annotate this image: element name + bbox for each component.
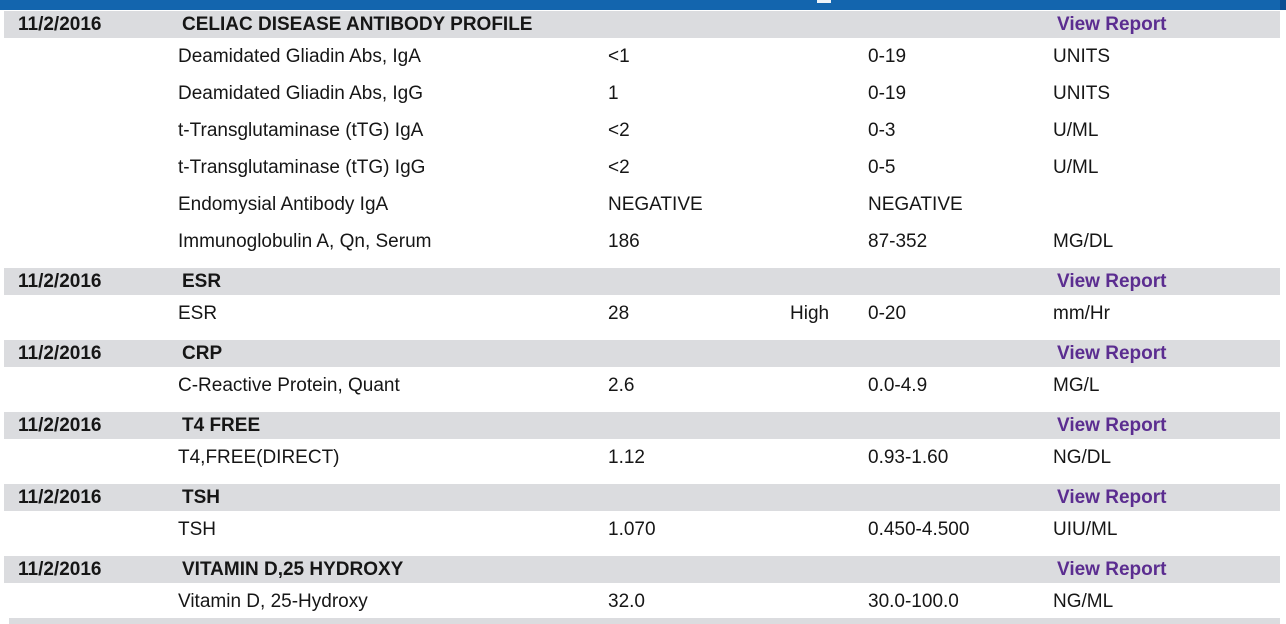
- panel-name: VITAMIN D,25 HYDROXY: [182, 558, 404, 580]
- panel-tests: C-Reactive Protein, Quant 2.6 0.0-4.9 MG…: [0, 367, 1286, 404]
- panel-header-row: 11/2/2016 ESR View Report: [4, 268, 1280, 295]
- test-units: MG/DL: [1053, 230, 1114, 252]
- test-value: 1.070: [608, 518, 656, 540]
- panel-name: CELIAC DISEASE ANTIBODY PROFILE: [182, 13, 533, 35]
- test-name: Immunoglobulin A, Qn, Serum: [178, 230, 432, 252]
- reference-range: 0-19: [868, 82, 907, 104]
- test-value: NEGATIVE: [608, 193, 703, 215]
- test-value: <2: [608, 156, 630, 178]
- reference-range: 0-3: [868, 119, 896, 141]
- test-units: UNITS: [1053, 82, 1110, 104]
- view-report-link[interactable]: View Report: [1057, 486, 1167, 508]
- result-section: 11/2/2016 T4 FREE View Report T4,FREE(DI…: [0, 412, 1286, 476]
- view-report-link[interactable]: View Report: [1057, 270, 1167, 292]
- next-section-row-partial: [9, 618, 1280, 624]
- top-divider-bar: [0, 0, 1286, 10]
- result-date: 11/2/2016: [18, 270, 102, 292]
- test-value: 2.6: [608, 374, 635, 396]
- test-value: 1.12: [608, 446, 645, 468]
- test-units: mm/Hr: [1053, 302, 1110, 324]
- test-value: 28: [608, 302, 630, 324]
- panel-name: T4 FREE: [182, 414, 261, 436]
- panel-header-row: 11/2/2016 CELIAC DISEASE ANTIBODY PROFIL…: [4, 11, 1280, 38]
- test-flag: High: [790, 302, 830, 324]
- test-value: 1: [608, 82, 619, 104]
- panel-header-row: 11/2/2016 TSH View Report: [4, 484, 1280, 511]
- test-row: C-Reactive Protein, Quant 2.6 0.0-4.9 MG…: [0, 367, 1286, 404]
- panel-tests: Deamidated Gliadin Abs, IgA <1 0-19 UNIT…: [0, 38, 1286, 260]
- test-row: t-Transglutaminase (tTG) IgA <2 0-3 U/ML: [0, 112, 1286, 149]
- view-report-link[interactable]: View Report: [1057, 342, 1167, 364]
- result-section: 11/2/2016 CELIAC DISEASE ANTIBODY PROFIL…: [0, 11, 1286, 260]
- test-name: Deamidated Gliadin Abs, IgA: [178, 45, 421, 67]
- panel-name: TSH: [182, 486, 220, 508]
- test-name: TSH: [178, 518, 216, 540]
- test-row: T4,FREE(DIRECT) 1.12 0.93-1.60 NG/DL: [0, 439, 1286, 476]
- panel-name: ESR: [182, 270, 222, 292]
- test-units: U/ML: [1053, 156, 1099, 178]
- view-report-link[interactable]: View Report: [1057, 558, 1167, 580]
- result-section: 11/2/2016 TSH View Report TSH 1.070 0.45…: [0, 484, 1286, 548]
- test-units: UIU/ML: [1053, 518, 1118, 540]
- test-row: ESR 28 High 0-20 mm/Hr: [0, 295, 1286, 332]
- test-name: Endomysial Antibody IgA: [178, 193, 389, 215]
- test-units: NG/DL: [1053, 446, 1112, 468]
- reference-range: 0.450-4.500: [868, 518, 970, 540]
- test-name: Vitamin D, 25-Hydroxy: [178, 590, 368, 612]
- result-date: 11/2/2016: [18, 558, 102, 580]
- reference-range: 0-20: [868, 302, 907, 324]
- reference-range: 0-5: [868, 156, 896, 178]
- panel-tests: TSH 1.070 0.450-4.500 UIU/ML: [0, 511, 1286, 548]
- result-date: 11/2/2016: [18, 414, 102, 436]
- test-name: T4,FREE(DIRECT): [178, 446, 340, 468]
- result-section: 11/2/2016 ESR View Report ESR 28 High 0-…: [0, 268, 1286, 332]
- panel-tests: ESR 28 High 0-20 mm/Hr: [0, 295, 1286, 332]
- result-date: 11/2/2016: [18, 342, 102, 364]
- result-date: 11/2/2016: [18, 486, 102, 508]
- test-row: Endomysial Antibody IgA NEGATIVE NEGATIV…: [0, 186, 1286, 223]
- view-report-link[interactable]: View Report: [1057, 414, 1167, 436]
- test-name: t-Transglutaminase (tTG) IgG: [178, 156, 426, 178]
- test-row: Deamidated Gliadin Abs, IgG 1 0-19 UNITS: [0, 75, 1286, 112]
- test-row: Deamidated Gliadin Abs, IgA <1 0-19 UNIT…: [0, 38, 1286, 75]
- reference-range: 30.0-100.0: [868, 590, 959, 612]
- test-units: U/ML: [1053, 119, 1099, 141]
- test-units: UNITS: [1053, 45, 1110, 67]
- test-name: ESR: [178, 302, 218, 324]
- result-section: 11/2/2016 VITAMIN D,25 HYDROXY View Repo…: [0, 556, 1286, 620]
- top-bar-end-segment: [1280, 0, 1286, 10]
- panel-tests: T4,FREE(DIRECT) 1.12 0.93-1.60 NG/DL: [0, 439, 1286, 476]
- test-name: C-Reactive Protein, Quant: [178, 374, 400, 396]
- test-value: <1: [608, 45, 630, 67]
- test-value: 32.0: [608, 590, 645, 612]
- result-section: 11/2/2016 CRP View Report C-Reactive Pro…: [0, 340, 1286, 404]
- reference-range: 0.93-1.60: [868, 446, 949, 468]
- test-row: t-Transglutaminase (tTG) IgG <2 0-5 U/ML: [0, 149, 1286, 186]
- test-units: MG/L: [1053, 374, 1100, 396]
- results-table: 11/2/2016 CELIAC DISEASE ANTIBODY PROFIL…: [0, 11, 1286, 620]
- test-value: <2: [608, 119, 630, 141]
- panel-name: CRP: [182, 342, 223, 364]
- reference-range: 87-352: [868, 230, 928, 252]
- top-bar-notch: [817, 0, 831, 3]
- result-date: 11/2/2016: [18, 13, 102, 35]
- panel-header-row: 11/2/2016 T4 FREE View Report: [4, 412, 1280, 439]
- panel-header-row: 11/2/2016 CRP View Report: [4, 340, 1280, 367]
- test-row: Immunoglobulin A, Qn, Serum 186 87-352 M…: [0, 223, 1286, 260]
- reference-range: 0.0-4.9: [868, 374, 928, 396]
- test-row: TSH 1.070 0.450-4.500 UIU/ML: [0, 511, 1286, 548]
- test-row: Vitamin D, 25-Hydroxy 32.0 30.0-100.0 NG…: [0, 583, 1286, 620]
- test-name: Deamidated Gliadin Abs, IgG: [178, 82, 424, 104]
- panel-tests: Vitamin D, 25-Hydroxy 32.0 30.0-100.0 NG…: [0, 583, 1286, 620]
- reference-range: NEGATIVE: [868, 193, 963, 215]
- test-units: NG/ML: [1053, 590, 1114, 612]
- panel-header-row: 11/2/2016 VITAMIN D,25 HYDROXY View Repo…: [4, 556, 1280, 583]
- view-report-link[interactable]: View Report: [1057, 13, 1167, 35]
- reference-range: 0-19: [868, 45, 907, 67]
- test-name: t-Transglutaminase (tTG) IgA: [178, 119, 424, 141]
- test-value: 186: [608, 230, 640, 252]
